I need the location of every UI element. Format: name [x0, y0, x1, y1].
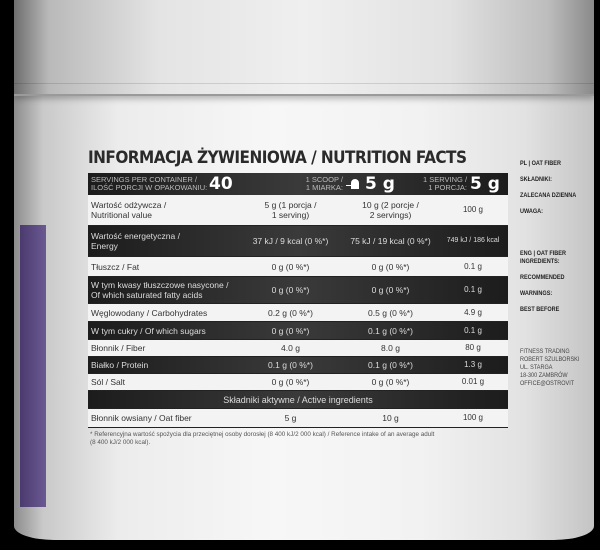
servings-header: SERVINGS PER CONTAINER / ILOŚĆ PORCJI W …	[88, 173, 508, 195]
table-row: W tym kwasy tłuszczowe nasycone / Of whic…	[88, 277, 508, 304]
footnote: * Referencyjna wartość spożycia dla prze…	[88, 431, 508, 447]
row-label-en: Energy	[91, 241, 118, 251]
nutrition-label: INFORMACJA ŻYWIENIOWA / NUTRITION FACTS …	[88, 148, 508, 447]
cell: 5 g	[284, 413, 297, 423]
cell: 10 g (2 porcje /	[362, 200, 419, 210]
cell: 0 g (0 %*)	[371, 377, 410, 387]
side-line: WARNINGS:	[520, 290, 553, 297]
label-title: INFORMACJA ŻYWIENIOWA / NUTRITION FACTS	[88, 148, 467, 168]
cell: 0.5 g (0 %*)	[368, 307, 413, 318]
table-row: Węglowodany / Carbohydrates 0.2 g (0 %*)…	[88, 304, 508, 322]
table-row: Sól / Salt 0 g (0 %*) 0 g (0 %*) 0.01 g	[88, 374, 508, 391]
servings-value: 40	[209, 174, 233, 194]
row-label-en: Nutritional value	[91, 210, 152, 220]
cell: 0 g (0 %*)	[271, 285, 310, 295]
row-label: Wartość odżywcza /	[91, 200, 167, 210]
cell: 749 kJ / 186 kcal	[446, 237, 500, 244]
cell: 0 g (0 %*)	[371, 261, 410, 272]
side-line: ZALECANA DZIENNA	[520, 192, 577, 199]
cell: 0.1 g (0 %*)	[368, 325, 413, 336]
cell: 37 kJ / 9 kcal (0 %*)	[252, 236, 329, 246]
row-label: Błonnik owsiany / Oat fiber	[91, 413, 192, 423]
pl-section: PL | OAT FIBER SKŁADNIKI: ZALECANA DZIEN…	[520, 160, 581, 240]
table-row: Tłuszcz / Fat 0 g (0 %*) 0 g (0 %*) 0.1 …	[88, 257, 508, 277]
active-ingredients-header: Składniki aktywne / Active ingredients	[88, 391, 508, 409]
side-line: UWAGA:	[520, 208, 544, 215]
cell: 100 g	[462, 205, 484, 214]
table-row: Wartość odżywcza / Nutritional value 5 g …	[88, 195, 508, 226]
side-line: FITNESS TRADING	[520, 348, 570, 355]
serving-label-en: 1 SERVING /	[423, 175, 468, 184]
cell: 4.9 g	[464, 307, 482, 317]
table-row: Wartość energetyczna / Energy 37 kJ / 9 k…	[88, 226, 508, 257]
serving-label-pl: 1 PORCJA:	[428, 183, 467, 192]
supplement-jar: INFORMACJA ŻYWIENIOWA / NUTRITION FACTS …	[14, 0, 594, 540]
cell: 0.1 g (0 %*)	[368, 360, 413, 370]
row-label: W tym cukry / Of which sugars	[91, 325, 206, 336]
row-label: Węglowodany / Carbohydrates	[91, 307, 208, 318]
cell: 1 serving)	[271, 210, 310, 220]
cell: 0 g (0 %*)	[371, 285, 410, 295]
table-row: Błonnik / Fiber 4.0 g 8.0 g 80 g	[88, 340, 508, 357]
cell: 5 g (1 porcja /	[264, 200, 317, 210]
cell: 0 g (0 %*)	[271, 325, 310, 336]
cell: 4.0 g	[281, 343, 300, 353]
cell: 2 servings)	[369, 210, 412, 220]
servings-label-en: SERVINGS PER CONTAINER /	[91, 175, 197, 184]
side-line: 18-300 ZAMBRÓW	[520, 372, 568, 379]
servings-label-pl: ILOŚĆ PORCJI W OPAKOWANIU:	[91, 183, 208, 192]
jar-lid	[14, 0, 594, 96]
cell: 1.3 g	[464, 360, 482, 369]
side-line: UL. STARGA	[520, 364, 553, 371]
row-label: Tłuszcz / Fat	[91, 261, 140, 272]
row-label: Sól / Salt	[91, 377, 126, 387]
cell: 0.1 g	[464, 325, 482, 335]
side-line: OFFICE@OSTROVIT	[520, 380, 575, 387]
company-section: FITNESS TRADING ROBERT SZULBORSKI UL. ST…	[520, 348, 581, 388]
cell: 10 g	[382, 413, 399, 423]
side-line: ENG | OAT FIBER	[520, 250, 566, 257]
cell: 0.1 g	[464, 261, 482, 271]
table-row: Błonnik owsiany / Oat fiber 5 g 10 g 100…	[88, 409, 508, 428]
row-label: Wartość energetyczna /	[91, 231, 180, 241]
side-line: ROBERT SZULBORSKI	[520, 356, 580, 363]
cell: 0.2 g (0 %*)	[268, 307, 313, 318]
scoop-label-en: 1 SCOOP /	[305, 175, 343, 184]
cell: 80 g	[465, 343, 481, 352]
side-description-text: PL | OAT FIBER SKŁADNIKI: ZALECANA DZIEN…	[520, 160, 581, 388]
row-label-en: Of which saturated fatty acids	[91, 290, 203, 300]
cell: 0 g (0 %*)	[271, 377, 310, 387]
cell: 8.0 g	[381, 343, 400, 353]
side-line: BEST BEFORE	[520, 306, 560, 313]
table-row: Białko / Protein 0.1 g (0 %*) 0.1 g (0 %…	[88, 357, 508, 374]
cell: 0.1 g	[464, 285, 482, 294]
row-label: Białko / Protein	[91, 360, 149, 370]
footnote-line: (8 400 kJ/2 000 kcal).	[90, 439, 151, 446]
row-label: Błonnik / Fiber	[91, 343, 146, 353]
cell: 0.1 g (0 %*)	[268, 360, 313, 370]
side-line: RECOMMENDED	[520, 274, 565, 281]
eng-section: ENG | OAT FIBER INGREDIENTS: RECOMMENDED…	[520, 250, 581, 314]
cell: 75 kJ / 19 kcal (0 %*)	[350, 236, 431, 246]
cell: 0 g (0 %*)	[271, 261, 310, 272]
cell: 100 g	[462, 413, 484, 422]
purple-label-strip	[20, 225, 46, 507]
footnote-line: * Referencyjna wartość spożycia dla prze…	[90, 431, 435, 438]
side-line: INGREDIENTS:	[520, 258, 560, 265]
scoop-icon	[346, 179, 359, 189]
row-label: W tym kwasy tłuszczowe nasycone /	[91, 280, 229, 290]
side-line: PL | OAT FIBER	[520, 160, 561, 167]
scoop-label-pl: 1 MIARKA:	[305, 183, 343, 192]
table-row: W tym cukry / Of which sugars 0 g (0 %*)…	[88, 322, 508, 340]
scoop-value: 5 g	[365, 174, 395, 194]
serving-value: 5 g	[470, 174, 500, 194]
side-line: SKŁADNIKI:	[520, 176, 552, 183]
cell: 0.01 g	[461, 377, 485, 386]
